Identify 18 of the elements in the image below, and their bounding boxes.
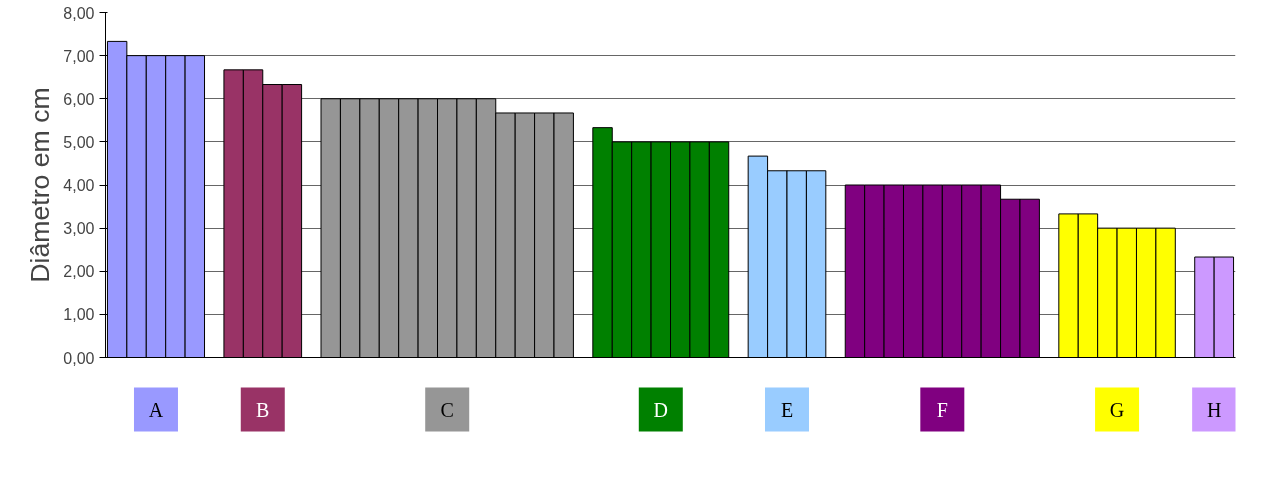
y-tick-label: 7,00 [63,47,95,65]
text: B [256,398,270,421]
text: E [780,398,794,421]
y-tick-label: 8,00 [63,4,95,22]
text: H [1206,398,1222,421]
text: A [148,398,164,421]
y-tick-label: 3,00 [63,220,95,238]
text: G [1109,398,1125,421]
y-tick-label: 0,00 [63,349,95,367]
text: F [936,398,948,421]
y-tick-label: 5,00 [63,133,95,151]
text: C [440,398,454,421]
text: D [653,398,669,421]
y-axis-title: Diâmetro em cm [25,87,56,283]
y-tick-label: 6,00 [63,90,95,108]
y-tick-label: 4,00 [63,177,95,194]
y-tick-label: 1,00 [63,306,95,324]
y-tick-label: 2,00 [63,263,95,281]
